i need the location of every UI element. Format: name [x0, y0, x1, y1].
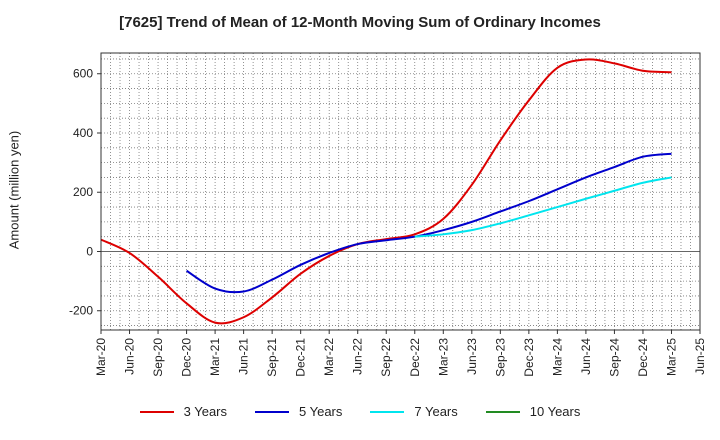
x-tick-label: Jun-21	[237, 338, 251, 375]
x-tick-label: Dec-22	[408, 338, 422, 377]
legend-label: 10 Years	[529, 404, 581, 419]
legend-swatch	[255, 410, 289, 413]
series-line-3-years	[100, 58, 672, 325]
x-tick-label: Dec-21	[294, 338, 308, 377]
legend-item: 5 Years	[255, 404, 342, 419]
x-tick-label: Mar-21	[208, 338, 222, 376]
chart-title: [7625] Trend of Mean of 12-Month Moving …	[119, 14, 601, 31]
legend-label: 7 Years	[414, 404, 458, 419]
legend-item: 10 Years	[485, 404, 581, 419]
legend-label: 5 Years	[299, 404, 343, 419]
y-tick-label: 600	[73, 67, 93, 81]
x-tick-label: Sep-21	[265, 338, 279, 377]
chart-legend: 3 Years 5 Years 7 Years 10 Years	[0, 404, 720, 419]
x-tick-label: Sep-20	[151, 338, 165, 377]
y-tick-label: 0	[86, 244, 93, 258]
y-tick-label: -200	[69, 304, 93, 318]
legend-swatch	[485, 410, 520, 413]
y-tick-label: 200	[73, 185, 93, 199]
x-tick-label: Mar-23	[436, 338, 450, 376]
legend-swatch	[370, 410, 405, 413]
x-tick-label: Mar-22	[322, 338, 336, 376]
legend-item: 3 Years	[139, 404, 227, 419]
series-line-5-years	[186, 152, 672, 294]
plot-area	[101, 53, 700, 330]
x-tick-label: Sep-22	[379, 338, 393, 377]
legend-label: 3 Years	[183, 404, 227, 419]
x-tick-label: Dec-20	[180, 338, 194, 377]
x-tick-label: Jun-22	[351, 338, 365, 375]
x-tick-label: Sep-24	[607, 338, 621, 377]
x-tick-label: Mar-24	[550, 338, 564, 376]
plot-border	[100, 52, 701, 331]
x-tick-label: Mar-25	[664, 338, 678, 376]
x-tick-label: Jun-24	[579, 338, 593, 375]
series-line-7-years	[414, 176, 672, 238]
x-tick-label: Mar-20	[94, 338, 108, 376]
legend-item: 7 Years	[370, 404, 458, 419]
y-tick-label: 400	[73, 126, 93, 140]
x-tick-label: Jun-23	[465, 338, 479, 375]
legend-swatch	[139, 410, 174, 413]
x-tick-label: Sep-23	[493, 338, 507, 377]
x-tick-label: Jun-20	[123, 338, 137, 375]
x-tick-label: Dec-23	[522, 338, 536, 377]
x-tick-label: Jun-25	[693, 338, 707, 375]
x-tick-label: Dec-24	[636, 338, 650, 377]
